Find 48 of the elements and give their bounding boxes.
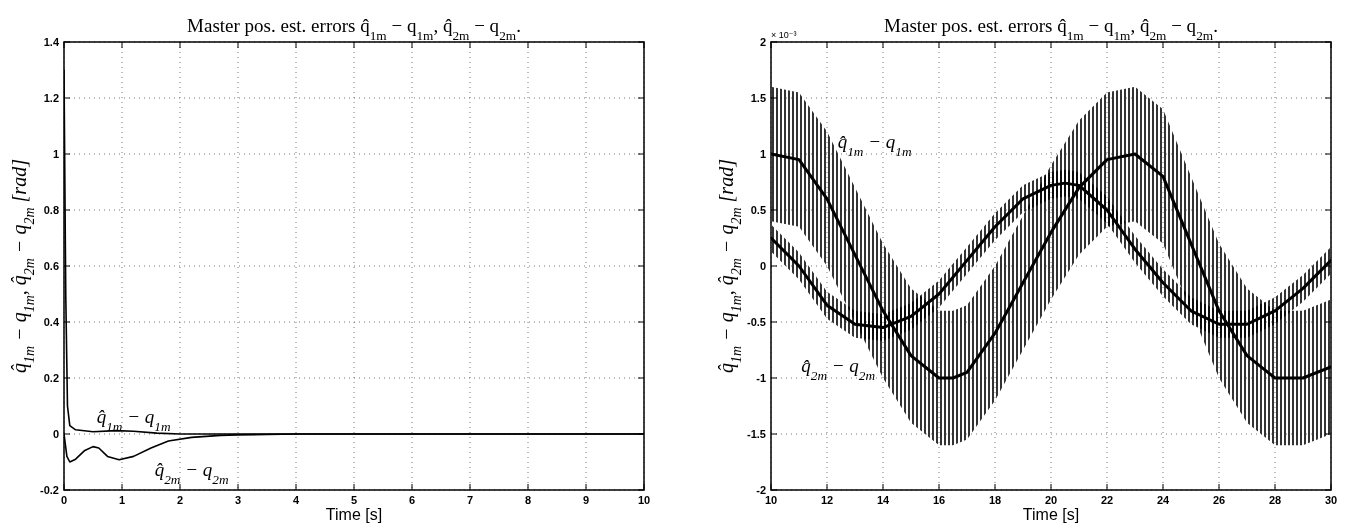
chart-title: Master pos. est. errors q̂$_{1m}$ − q$_{1m}$, q̂$_{2m}$ − q$_{2m}$. (187, 15, 521, 43)
x-tick-label: 28 (1268, 494, 1282, 506)
y-tick-label: -0.2 (40, 484, 59, 496)
x-tick-label: 7 (466, 494, 474, 506)
chart-title: Master pos. est. errors q̂$_{1m}$ − q$_{1m}$, q̂$_{2m}$ − q$_{2m}$. (884, 15, 1218, 43)
x-tick-label: 6 (408, 494, 416, 506)
x-axis-title: Time [s] (1022, 506, 1080, 523)
x-tick-label: 2 (176, 494, 184, 506)
y-tick-label: 1 (759, 148, 766, 160)
y-tick-label: 1.2 (43, 92, 59, 104)
y-tick-label: 0 (759, 260, 766, 272)
y-tick-label: 1 (52, 148, 59, 160)
y-tick-label: 2 (759, 36, 766, 48)
y-tick-label: -2 (756, 484, 766, 496)
x-tick-label: 10 (764, 494, 778, 506)
text: × 10⁻³ (771, 29, 797, 40)
y-tick-label: -1 (756, 372, 766, 384)
x-tick-label: 9 (582, 494, 590, 506)
annotation: q̂$_{2m}$ − q$_{2m}$ (801, 355, 876, 383)
x-tick-label: 1 (118, 494, 126, 506)
y-tick-label: 1.4 (43, 36, 60, 48)
y-tick-label: 1.5 (750, 92, 766, 104)
x-tick-label: 14 (876, 494, 890, 506)
x-tick-label: 10 (637, 494, 651, 506)
x-tick-label: 16 (932, 494, 946, 506)
x-tick-label: 8 (524, 494, 532, 506)
y-tick-label: 0.6 (43, 260, 59, 272)
x-tick-label: 26 (1212, 494, 1226, 506)
x-tick-label: 22 (1100, 494, 1114, 506)
annotation: q̂$_{1m}$ − q$_{1m}$ (837, 131, 912, 159)
y-tick-label: -0.5 (747, 316, 766, 328)
x-axis-title: Time [s] (325, 506, 383, 523)
x-tick-label: 12 (820, 494, 834, 506)
y-tick-label: -1.5 (747, 428, 766, 440)
y-tick-label: 0 (52, 428, 59, 440)
x-tick-label: 4 (292, 494, 300, 506)
x-tick-label: 30 (1324, 494, 1338, 506)
annotation: q̂$_{2m}$ − q$_{2m}$ (154, 459, 229, 487)
y-tick-label: 0.2 (43, 372, 59, 384)
y-tick-label: 0.5 (750, 204, 766, 216)
y-tick-label: 0.4 (43, 316, 60, 328)
x-tick-label: 5 (350, 494, 358, 506)
x-tick-label: 0 (60, 494, 68, 506)
x-tick-label: 24 (1156, 494, 1170, 506)
x-tick-label: 18 (988, 494, 1002, 506)
y-tick-label: 0.8 (43, 204, 59, 216)
x-tick-label: 20 (1044, 494, 1058, 506)
x-tick-label: 3 (234, 494, 242, 506)
